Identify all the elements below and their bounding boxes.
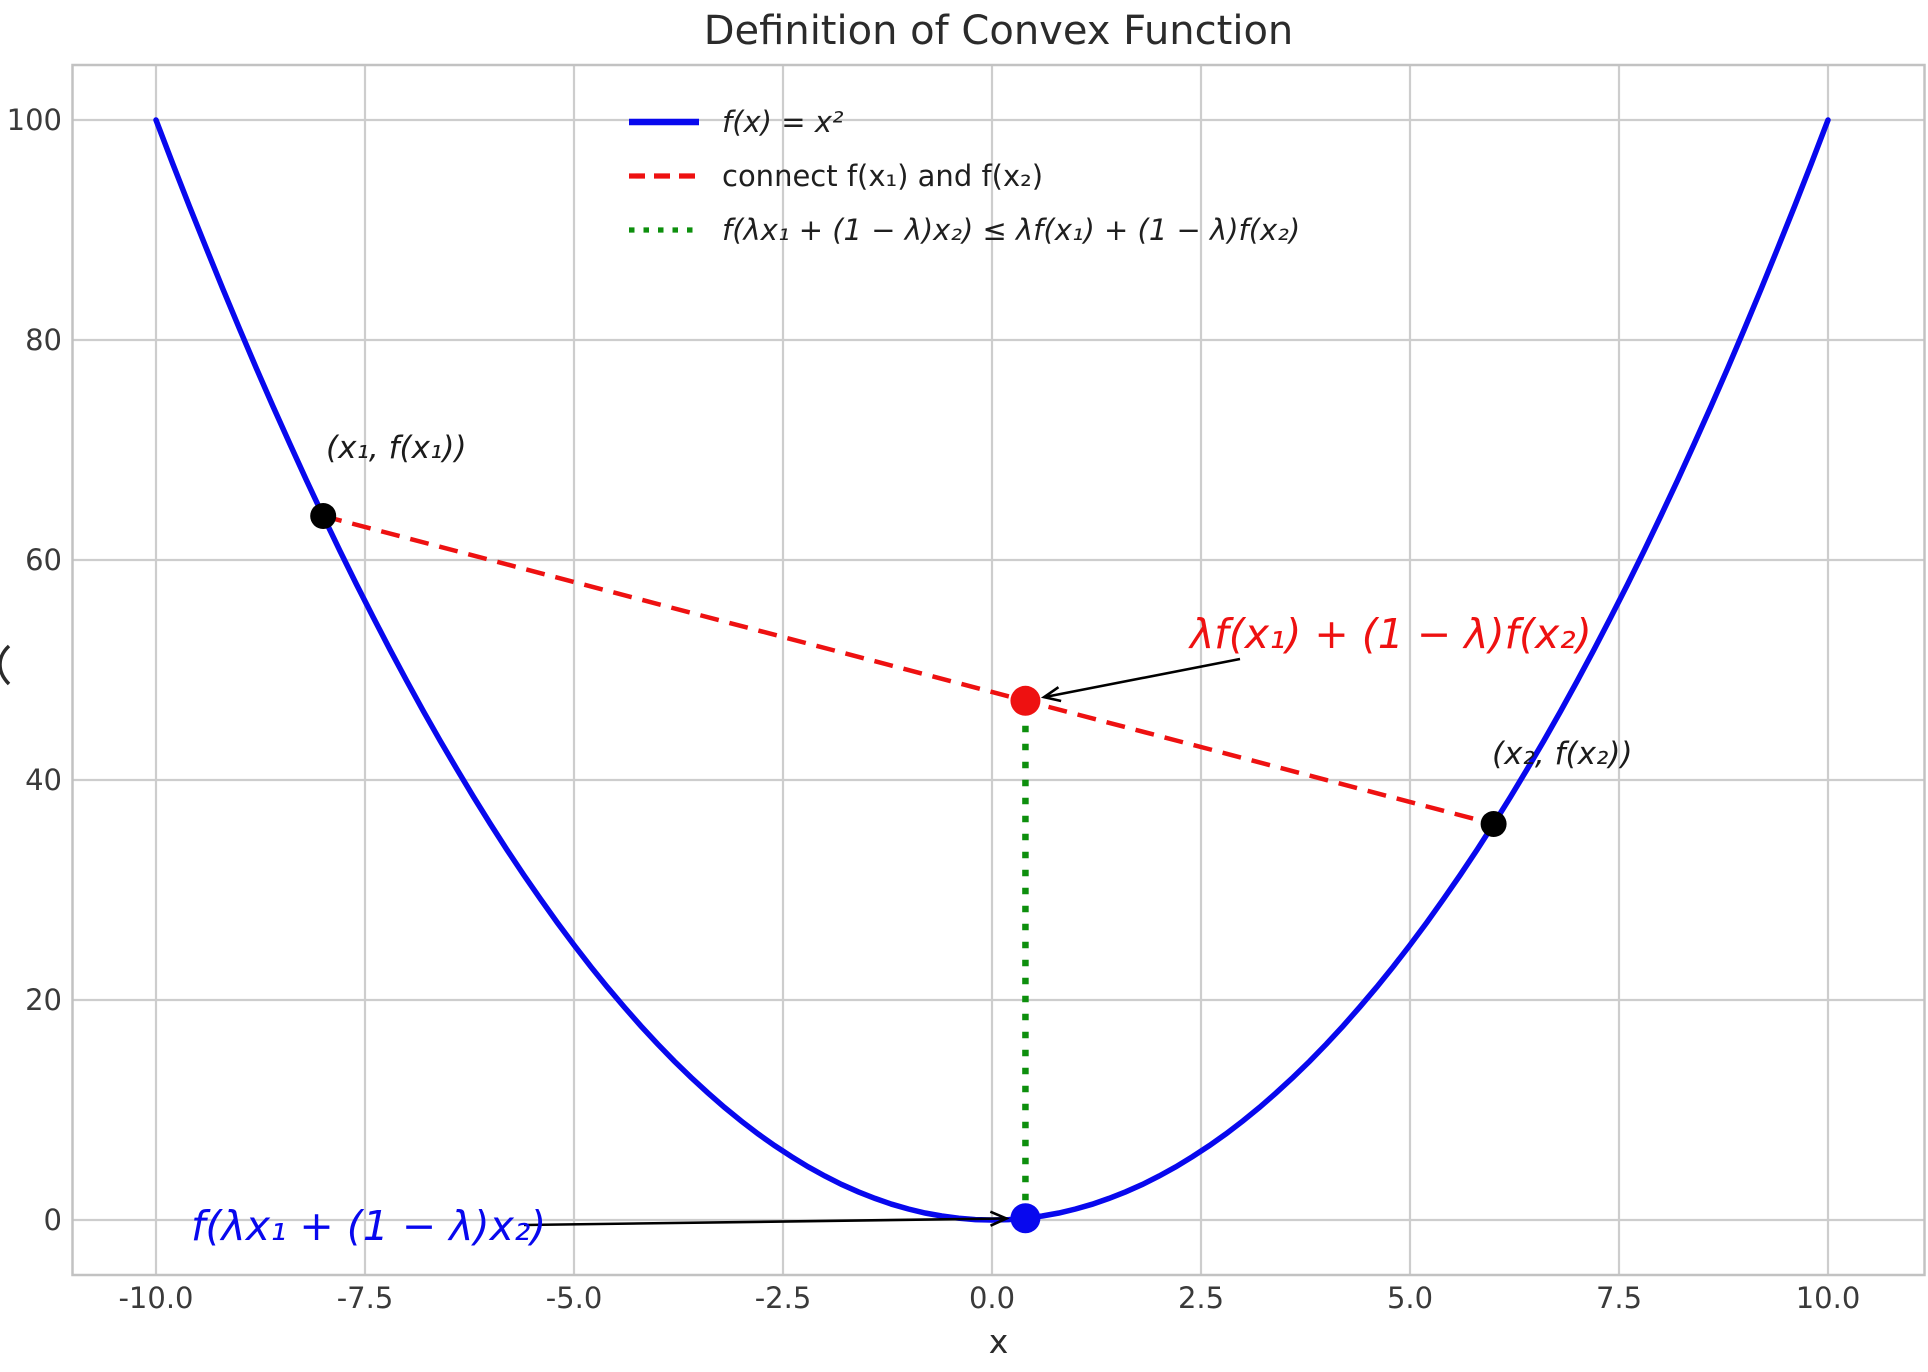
chord-value-annotation: λf(x₁) + (1 − λ)f(x₂) bbox=[1190, 610, 1592, 658]
arrow-to-chord-point bbox=[1040, 657, 1241, 703]
function-value-annotation: f(λx₁ + (1 − λ)x₂) bbox=[191, 1202, 547, 1250]
marker-point-3 bbox=[1010, 1203, 1041, 1234]
series-segment-1 bbox=[322, 513, 1495, 827]
legend: f(x) = x² connect f(x₁) and f(x₂) f(λx₁ + … bbox=[628, 95, 1300, 257]
legend-line-sample-solid bbox=[629, 118, 699, 126]
axes-frame bbox=[71, 63, 1926, 1277]
x-tick-label: -10.0 bbox=[118, 1281, 194, 1315]
legend-entry-label: f(λx₁ + (1 − λ)x₂) ≤ λf(x₁) + (1 − λ)f(x… bbox=[722, 213, 1301, 247]
legend-entry-0: f(x) = x² bbox=[628, 95, 1300, 149]
point2-label: (x₂, f(x₂)) bbox=[1492, 736, 1633, 772]
x-tick-label: 10.0 bbox=[1795, 1281, 1861, 1315]
x-axis-label: x bbox=[988, 1322, 1009, 1361]
chart-title: Definition of Convex Function bbox=[703, 8, 1294, 54]
legend-line-sample-dashed bbox=[629, 173, 699, 179]
y-axis-label-clipped-paren bbox=[0, 644, 11, 686]
point1-label: (x₁, f(x₁)) bbox=[326, 430, 467, 466]
x-tick-label: -7.5 bbox=[336, 1281, 394, 1315]
marker-point-2 bbox=[1010, 685, 1041, 716]
x-tick-label: -5.0 bbox=[545, 1281, 603, 1315]
annotation-arrows bbox=[523, 657, 1241, 1227]
marker-point-0 bbox=[310, 503, 337, 529]
legend-entry-2: f(λx₁ + (1 − λ)x₂) ≤ λf(x₁) + (1 − λ)f(x… bbox=[628, 203, 1300, 257]
y-tick-label: 0 bbox=[43, 1203, 62, 1237]
gridlines bbox=[72, 65, 1925, 1275]
legend-line-sample-dotted bbox=[629, 227, 699, 233]
legend-entry-1: connect f(x₁) and f(x₂) bbox=[628, 149, 1300, 203]
y-tick-label: 80 bbox=[25, 323, 62, 357]
x-tick-label: -2.5 bbox=[754, 1281, 812, 1315]
y-tick-label: 60 bbox=[25, 543, 62, 577]
y-tick-label: 40 bbox=[25, 763, 62, 797]
x-tick-label: 7.5 bbox=[1595, 1281, 1643, 1315]
x-tick-label: 5.0 bbox=[1386, 1281, 1434, 1315]
data-points bbox=[310, 503, 1507, 1234]
arrow-to-function-point bbox=[523, 1210, 1010, 1227]
legend-entry-label: connect f(x₁) and f(x₂) bbox=[722, 159, 1044, 193]
x-tick-label: 2.5 bbox=[1177, 1281, 1225, 1315]
y-tick-label: 100 bbox=[6, 103, 62, 137]
x-tick-label: 0.0 bbox=[968, 1281, 1016, 1315]
marker-point-1 bbox=[1480, 811, 1507, 837]
y-tick-label: 20 bbox=[25, 983, 62, 1017]
legend-entry-label: f(x) = x² bbox=[722, 105, 844, 139]
